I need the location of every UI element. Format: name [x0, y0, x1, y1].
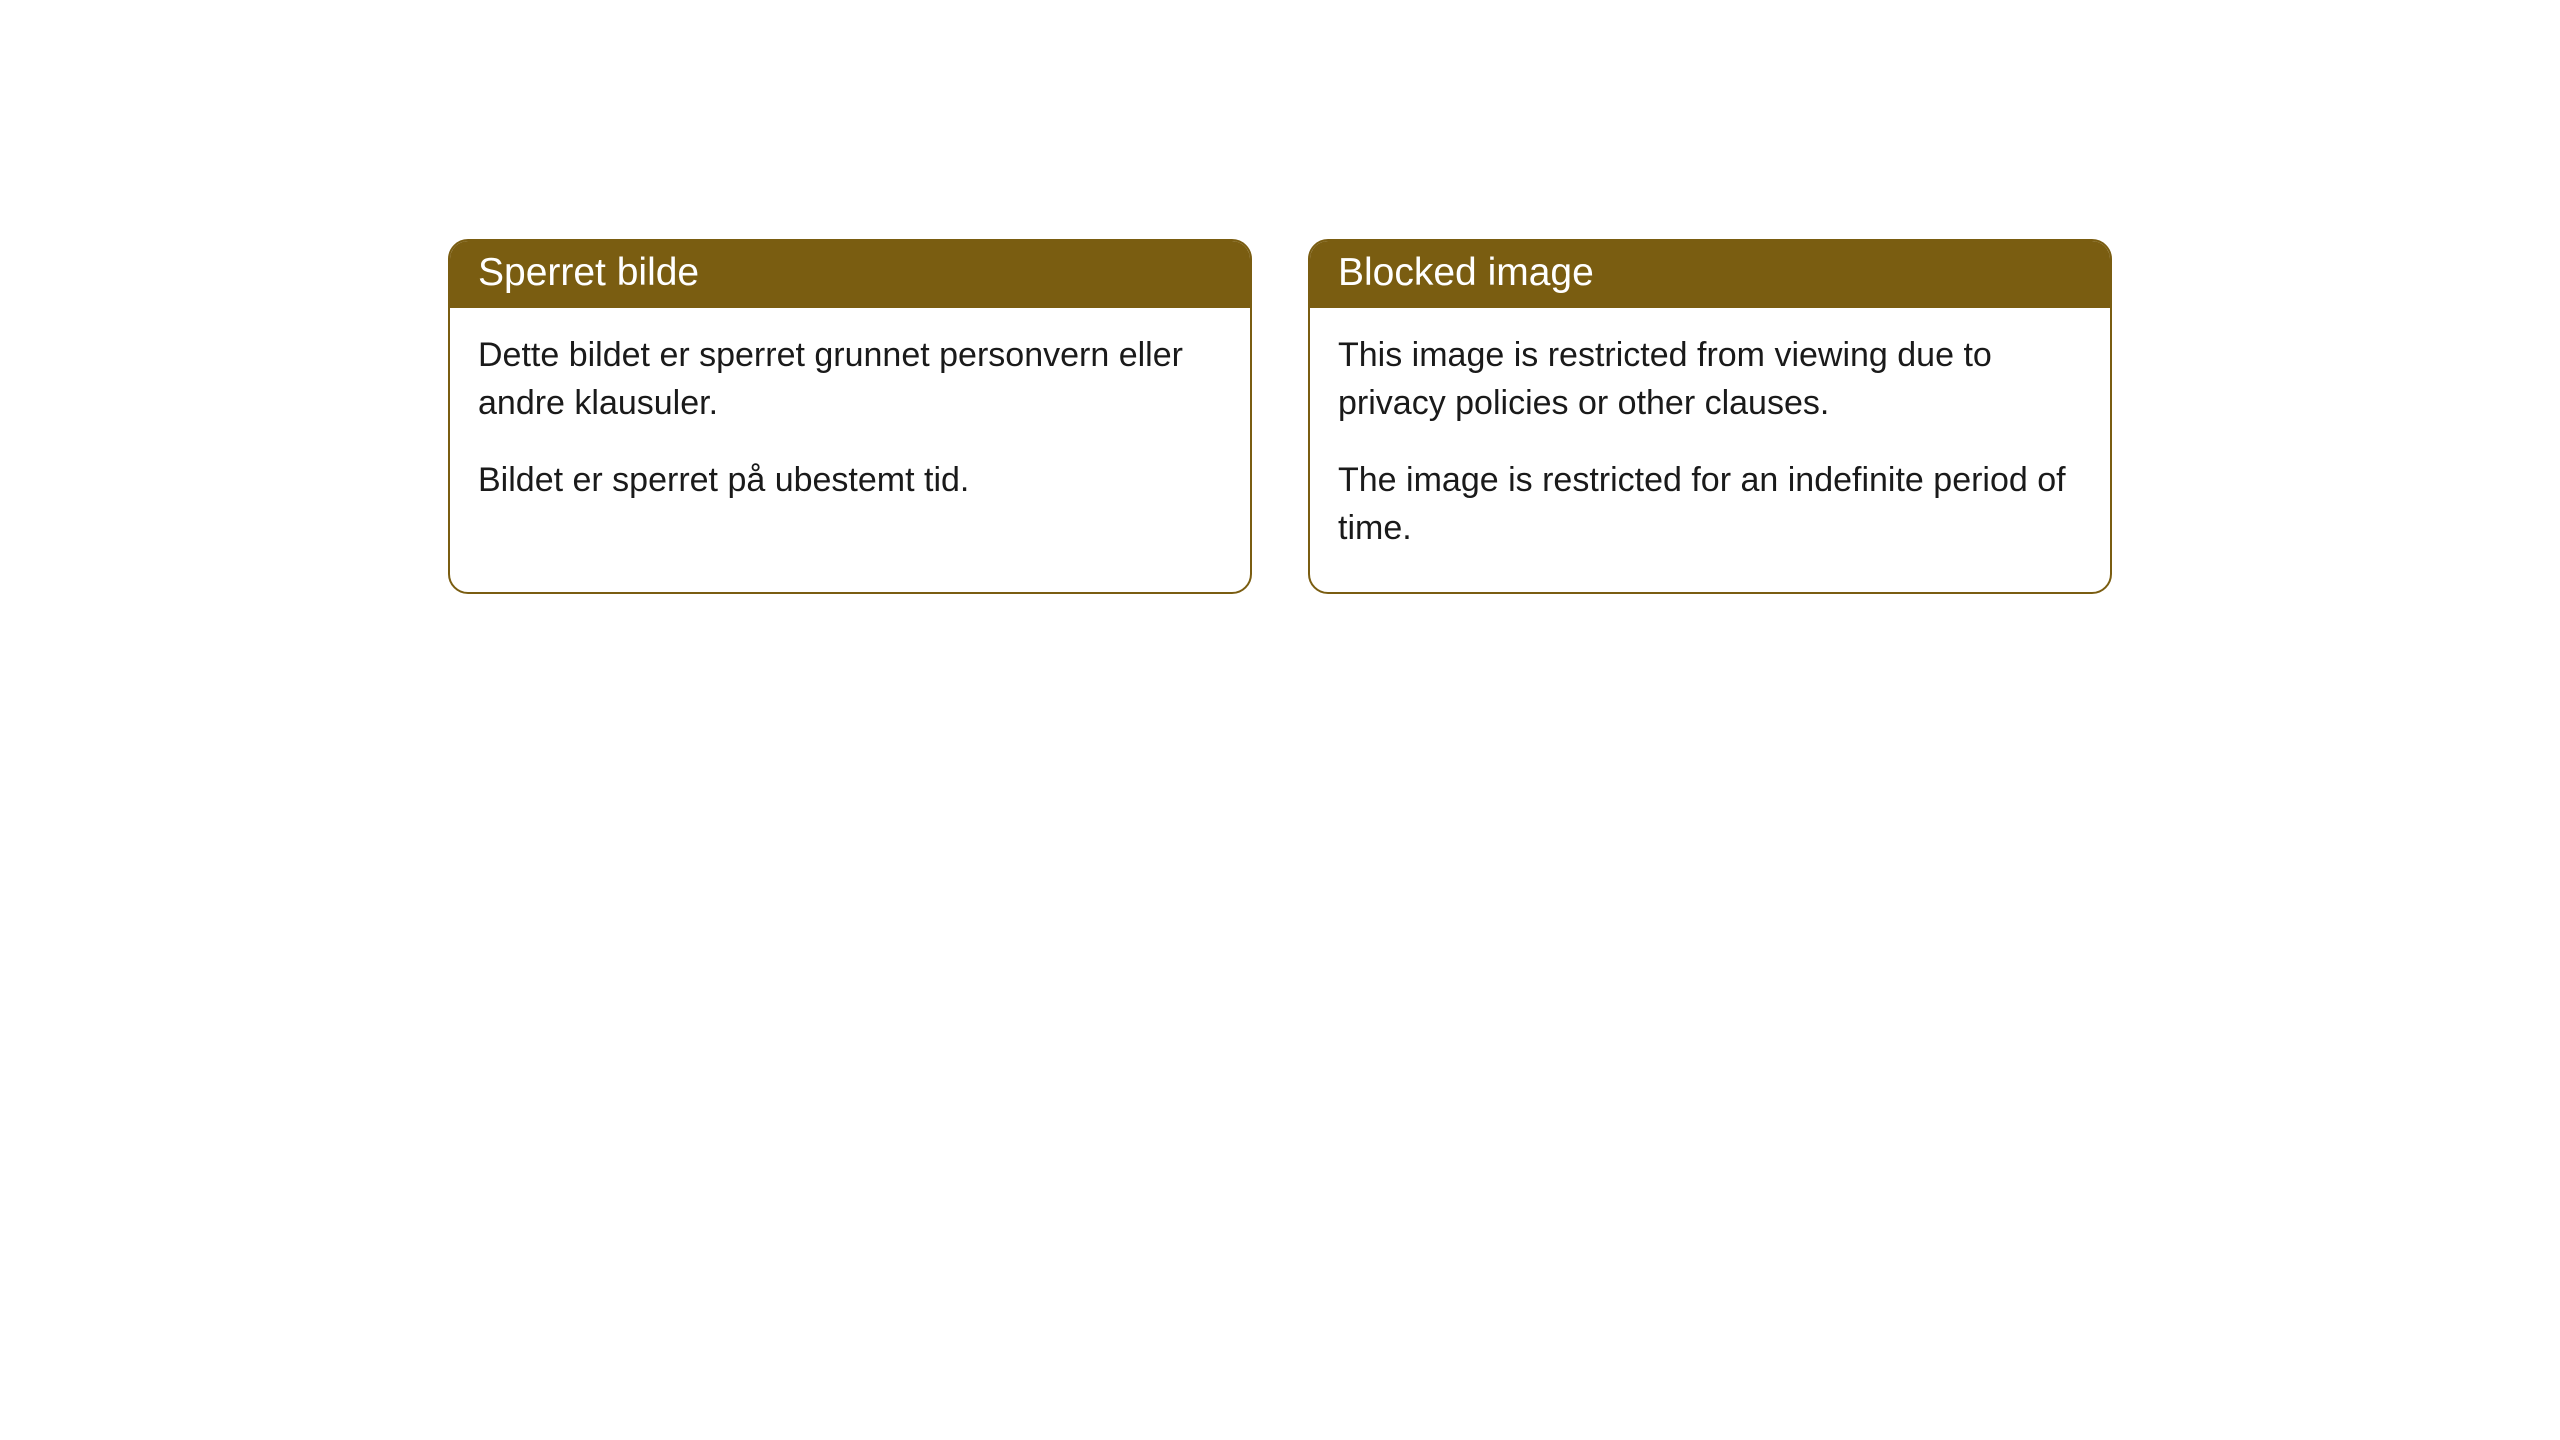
card-header: Sperret bilde	[450, 241, 1250, 308]
card-paragraph: The image is restricted for an indefinit…	[1338, 457, 2082, 552]
card-body: This image is restricted from viewing du…	[1310, 308, 2110, 592]
card-paragraph: Dette bildet er sperret grunnet personve…	[478, 332, 1222, 427]
card-paragraph: Bildet er sperret på ubestemt tid.	[478, 457, 1222, 505]
card-header: Blocked image	[1310, 241, 2110, 308]
notice-cards-container: Sperret bilde Dette bildet er sperret gr…	[0, 0, 2560, 594]
blocked-image-card-no: Sperret bilde Dette bildet er sperret gr…	[448, 239, 1252, 594]
card-title: Blocked image	[1338, 251, 1594, 294]
card-title: Sperret bilde	[478, 251, 699, 294]
card-paragraph: This image is restricted from viewing du…	[1338, 332, 2082, 427]
blocked-image-card-en: Blocked image This image is restricted f…	[1308, 239, 2112, 594]
card-body: Dette bildet er sperret grunnet personve…	[450, 308, 1250, 545]
